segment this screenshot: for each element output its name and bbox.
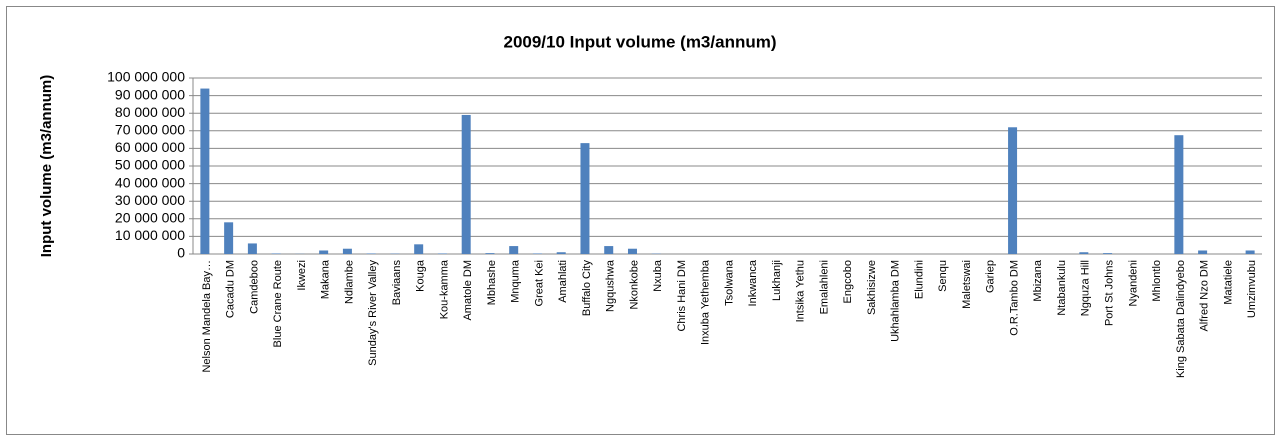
- x-tick-label: Ndlambe: [343, 260, 355, 304]
- y-tick-label: 50 000 000: [115, 157, 185, 173]
- x-tick-label: Mnquma: [510, 259, 522, 303]
- x-tick-label: Ngqushwa: [605, 259, 617, 312]
- y-tick-label: 70 000 000: [115, 122, 185, 138]
- chart-border: [6, 6, 1275, 435]
- x-tick-label: Ukhahlamba DM: [890, 260, 902, 342]
- x-tick-label: Emalahleni: [818, 260, 830, 314]
- x-tick-label: Ntabankulu: [1056, 260, 1068, 316]
- bar: [200, 88, 210, 254]
- bar: [461, 114, 471, 255]
- x-tick-label: Umzimvubu: [1246, 260, 1258, 318]
- bar: [414, 244, 424, 254]
- bar: [247, 243, 257, 254]
- bar: [556, 252, 566, 254]
- bar: [366, 253, 376, 254]
- x-tick-label: Alfred Nzo DM: [1199, 260, 1211, 332]
- bar: [604, 246, 614, 254]
- y-tick-label: 100 000 000: [107, 69, 185, 85]
- bar: [509, 246, 519, 254]
- x-tick-label: Port St Johns: [1103, 260, 1115, 327]
- bar: [1198, 250, 1208, 254]
- bar: [342, 248, 352, 254]
- x-tick-label: Tsolwana: [723, 259, 735, 306]
- y-tick-label: 0: [177, 245, 185, 261]
- x-tick-label: Engcobo: [842, 260, 854, 303]
- x-tick-label: Inkwanca: [747, 259, 759, 306]
- x-tick-label: Kou-kamma: [438, 259, 450, 319]
- y-tick-label: 10 000 000: [115, 227, 185, 243]
- x-tick-label: Amahlati: [557, 260, 569, 303]
- x-tick-label: Makana: [320, 259, 332, 299]
- x-tick-label: Ngquza Hill: [1080, 260, 1092, 316]
- x-tick-label: Baviaans: [391, 260, 403, 306]
- bar: [532, 253, 542, 254]
- chart-title: 2009/10 Input volume (m3/annum): [503, 32, 776, 51]
- x-tick-label: Nelson Mandela Bay…: [201, 260, 213, 373]
- x-tick-label: Kouga: [415, 259, 427, 292]
- x-tick-label: Nkonkobe: [628, 260, 640, 310]
- x-tick-label: Amatole DM: [462, 260, 474, 321]
- bar: [1245, 250, 1255, 254]
- x-tick-label: King Sabata Dalindyebo: [1175, 260, 1187, 378]
- x-tick-label: Great Kei: [533, 260, 545, 306]
- x-tick-label: Sunday's River Valley: [367, 260, 379, 366]
- x-tick-label: Nyandeni: [1127, 260, 1139, 306]
- x-tick-label: O.R.Tambo DM: [1008, 260, 1020, 336]
- y-tick-label: 40 000 000: [115, 174, 185, 190]
- x-tick-label: Nxuba: [652, 259, 664, 292]
- x-tick-label: Cacadu DM: [225, 260, 237, 318]
- y-tick-label: 60 000 000: [115, 139, 185, 155]
- bar: [437, 253, 447, 254]
- bar: [271, 253, 281, 254]
- x-tick-label: Mhlontlo: [1151, 260, 1163, 302]
- x-tick-label: Matatiele: [1222, 260, 1234, 305]
- bar: [319, 250, 329, 254]
- x-tick-label: Sakhisizwe: [866, 260, 878, 315]
- x-tick-label: Buffalo City: [581, 260, 593, 317]
- bar: [1079, 252, 1089, 254]
- x-tick-label: Maletswai: [961, 260, 973, 309]
- x-tick-label: Camdeboo: [248, 260, 260, 314]
- y-tick-label: 30 000 000: [115, 192, 185, 208]
- bar: [485, 253, 495, 254]
- bar: [1174, 135, 1184, 254]
- x-tick-label: Gariep: [985, 260, 997, 293]
- bar: [627, 248, 637, 254]
- x-tick-label: Chris Hani DM: [676, 260, 688, 332]
- x-tick-label: Senqu: [937, 260, 949, 292]
- y-tick-label: 20 000 000: [115, 210, 185, 226]
- x-tick-label: Intsika Yethu: [795, 260, 807, 322]
- x-tick-label: Blue Crane Route: [272, 260, 284, 347]
- x-tick-label: Elundini: [913, 260, 925, 299]
- x-tick-label: Mbhashe: [486, 260, 498, 305]
- bar: [580, 143, 590, 254]
- y-tick-label: 90 000 000: [115, 86, 185, 102]
- x-tick-label: Lukhanji: [771, 260, 783, 301]
- y-axis-label: Input volume (m3/annum): [38, 75, 55, 258]
- bar: [1103, 253, 1113, 254]
- x-tick-label: Ikwezi: [296, 260, 308, 291]
- bar: [224, 222, 234, 254]
- bar: [1008, 127, 1018, 254]
- x-tick-label: Inxuba Yethemba: [700, 259, 712, 345]
- y-tick-label: 80 000 000: [115, 104, 185, 120]
- x-tick-label: Mbizana: [1032, 259, 1044, 301]
